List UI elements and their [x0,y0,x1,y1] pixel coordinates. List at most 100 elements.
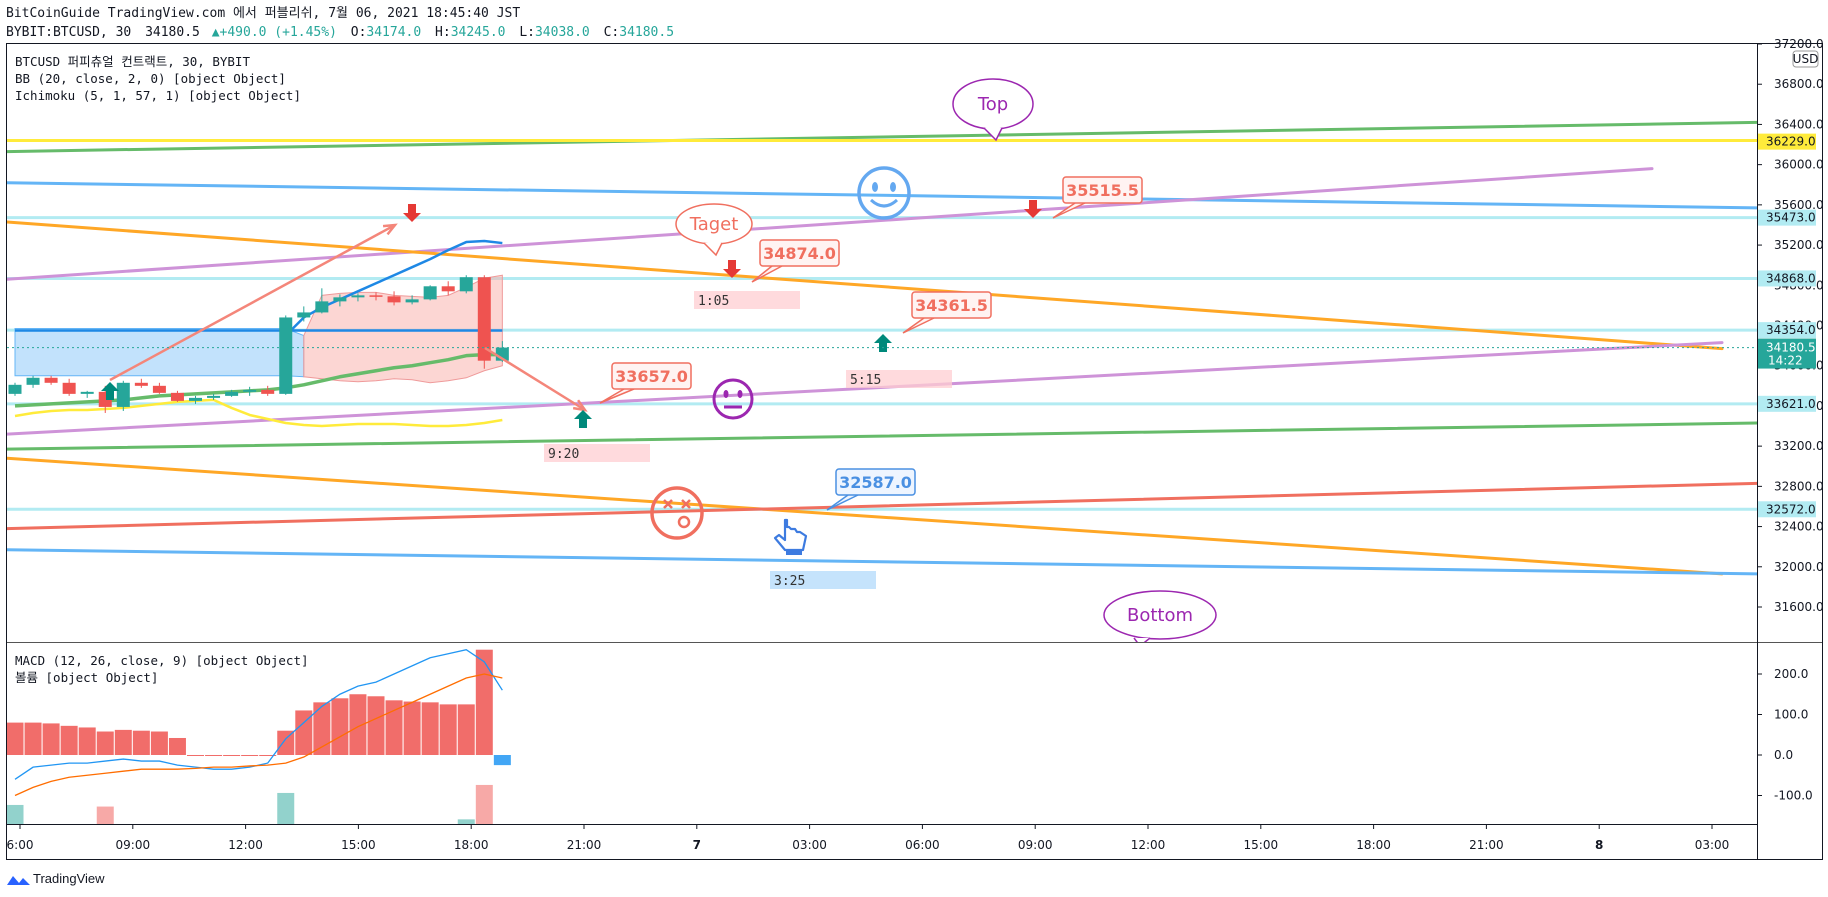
volume-bar[interactable] [7,804,24,868]
volume-bar[interactable] [295,827,312,868]
candle-body[interactable] [369,295,383,297]
macd-histogram-bar[interactable] [60,725,78,755]
price-level-label-box[interactable] [1758,322,1816,339]
currency-box[interactable] [1792,50,1819,68]
macd-histogram-bar[interactable] [421,702,439,755]
volume-bar[interactable] [43,827,60,868]
candle-body[interactable] [297,312,311,318]
macd-histogram-bar[interactable] [7,722,24,755]
trend-line-blue[interactable] [7,548,1757,576]
legend-volume[interactable]: 볼륨 [object Object] [15,670,158,685]
macd-histogram-bar[interactable] [168,737,186,755]
candle-body[interactable] [441,286,455,292]
candle-body[interactable] [225,391,239,396]
candle-body[interactable] [44,377,58,383]
buy-arrow-icon[interactable] [874,334,892,352]
volume-bar[interactable] [187,859,204,868]
macd-histogram-bar[interactable] [205,755,223,756]
legend-title[interactable]: BTCUSD 퍼피츄얼 컨트랙트, 30, BYBIT [15,54,250,69]
volume-bar[interactable] [475,784,493,868]
candle-body[interactable] [333,297,347,302]
buy-arrow-icon[interactable] [574,410,592,428]
candle-body[interactable] [116,382,130,407]
trend-line-lavender[interactable] [7,341,1724,436]
macd-histogram-bar[interactable] [150,731,168,755]
candle-body[interactable] [134,382,148,386]
macd-histogram-bar[interactable] [331,698,349,755]
candle-body[interactable] [189,397,202,401]
candle-body[interactable] [207,395,221,398]
trend-line-lavender[interactable] [7,167,1654,281]
price-level-label-box[interactable] [1758,501,1816,518]
macd-histogram-bar[interactable] [385,700,403,755]
time-range-box[interactable] [694,291,800,309]
volume-bar[interactable] [151,847,168,869]
time-range-box[interactable] [544,444,650,462]
callout-box[interactable] [759,239,840,267]
candle-body[interactable] [405,299,419,303]
callout-box[interactable] [835,468,916,496]
macd-histogram-bar[interactable] [439,704,457,755]
legend-bb[interactable]: BB (20, close, 2, 0) [object Object] [15,71,286,86]
trend-line-green[interactable] [7,120,1757,154]
speech-bubble[interactable] [1103,590,1217,640]
main-pane[interactable]: 1:05 5:15 9:20 3:25 35515.5 34874.0 34361.5 336… [7,78,1757,646]
macd-histogram-bar[interactable] [96,731,114,755]
macd-histogram-bar[interactable] [24,722,42,755]
candle-body[interactable] [387,296,401,303]
macd-histogram-bar[interactable] [403,701,421,755]
tradingview-logo[interactable]: TradingView [7,871,105,886]
macd-histogram-bar[interactable] [277,730,295,755]
candle-body[interactable] [8,384,22,394]
candle-body[interactable] [26,377,40,385]
sell-arrow-icon[interactable] [1024,200,1042,218]
candle-body[interactable] [170,392,184,401]
macd-histogram-bar[interactable] [295,710,313,755]
volume-bar[interactable] [313,844,330,868]
callout-box[interactable] [611,362,692,390]
macd-histogram-bar[interactable] [223,755,241,756]
volume-bar[interactable] [96,806,114,869]
pointing-hand-icon[interactable] [773,518,808,555]
sell-arrow-icon[interactable] [723,260,741,278]
price-level-label-box[interactable] [1758,133,1816,150]
macd-histogram-bar[interactable] [313,702,331,755]
candle-body[interactable] [62,382,76,394]
trend-line-orange[interactable] [7,456,1724,576]
trend-line-blue[interactable] [7,181,1757,210]
volume-bar[interactable] [277,792,295,868]
macd-histogram-bar[interactable] [114,729,132,755]
candle-body[interactable] [459,277,473,292]
moving-average-line[interactable] [14,352,503,408]
legend-ichimoku[interactable]: Ichimoku (5, 1, 57, 1) [object Object] [15,88,301,103]
candle-body[interactable] [315,301,329,313]
macd-histogram-bar[interactable] [42,723,60,755]
macd-pane[interactable] [7,649,511,869]
time-range-box[interactable] [770,571,876,589]
ichimoku-lagging-line[interactable] [14,398,503,428]
smiley-neutral-icon[interactable] [712,378,754,420]
volume-bar[interactable] [422,847,439,869]
volume-bar[interactable] [61,831,78,868]
macd-histogram-bar[interactable] [78,727,96,755]
volume-bar[interactable] [223,853,240,868]
trend-line-green[interactable] [7,421,1757,451]
volume-bar[interactable] [404,843,421,868]
volume-bar[interactable] [79,832,96,868]
candle-body[interactable] [152,385,166,393]
volume-bar[interactable] [457,819,475,868]
legend-macd[interactable]: MACD (12, 26, close, 9) [object Object] [15,653,309,668]
macd-histogram-bar[interactable] [132,730,150,755]
last-price-label-box[interactable] [1758,338,1816,369]
macd-histogram-bar[interactable] [367,696,385,755]
candle-body[interactable] [279,317,293,394]
smiley-happy-icon[interactable] [857,166,911,220]
candle-body[interactable] [243,389,257,392]
smiley-dizzy-icon[interactable] [650,486,704,540]
macd-histogram-bar[interactable] [187,755,204,756]
trend-line-red[interactable] [7,481,1757,531]
volume-bar[interactable] [169,843,186,868]
volume-bar[interactable] [386,843,403,868]
trend-line-orange[interactable] [7,220,1724,351]
